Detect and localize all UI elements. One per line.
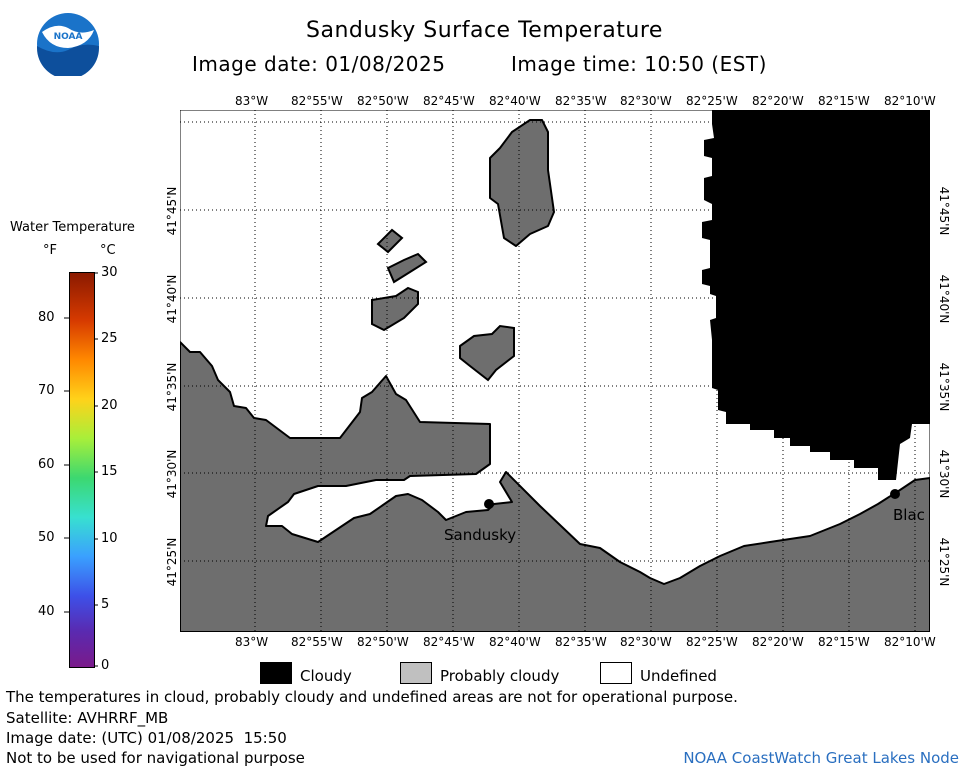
island-north — [489, 119, 555, 247]
lon-label-bottom: 82°30'W — [620, 635, 672, 649]
legend-swatch-undefined — [600, 662, 632, 684]
lon-label-top: 82°40'W — [489, 94, 541, 108]
lat-label-left: 41°35'N — [165, 362, 179, 412]
lon-label-top: 82°35'W — [555, 94, 607, 108]
lon-label-top: 83°W — [235, 94, 269, 108]
cloud-mask — [702, 110, 930, 480]
land-mainland — [180, 341, 930, 632]
footer-credit-link[interactable]: NOAA CoastWatch Great Lakes Node — [683, 749, 959, 767]
colorbar-ticks — [64, 272, 98, 667]
lat-label-left: 41°40'N — [165, 274, 179, 324]
legend-label-probably-cloudy: Probably cloudy — [440, 667, 560, 685]
island-small-2 — [386, 252, 428, 284]
colorbar-unit-f: °F — [43, 243, 57, 258]
footer-nav-warning: Not to be used for navigational purpose — [6, 749, 305, 767]
colorbar-f-tick: 40 — [38, 604, 55, 619]
lat-label-left: 41°25'N — [165, 537, 179, 587]
colorbar-c-tick: 5 — [101, 597, 110, 612]
lon-label-bottom: 82°25'W — [686, 635, 738, 649]
legend-label-cloudy: Cloudy — [300, 667, 352, 685]
city-label-black: Blac — [893, 506, 925, 524]
colorbar-f-tick: 80 — [38, 310, 55, 325]
lat-label-right: 41°35'N — [937, 362, 951, 412]
lon-label-top: 82°45'W — [423, 94, 475, 108]
lon-label-top: 82°50'W — [357, 94, 409, 108]
island-small-3 — [371, 286, 419, 332]
legend-label-undefined: Undefined — [640, 667, 717, 685]
colorbar-c-tick: 25 — [101, 331, 118, 346]
colorbar-c-tick: 10 — [101, 531, 118, 546]
city-marker-sandusky — [484, 499, 494, 509]
lon-label-top: 82°30'W — [620, 94, 672, 108]
lon-label-top: 82°10'W — [884, 94, 936, 108]
lon-label-bottom: 82°40'W — [489, 635, 541, 649]
colorbar-c-tick: 15 — [101, 464, 118, 479]
logo-text: NOAA — [54, 32, 83, 42]
lon-label-bottom: 82°35'W — [555, 635, 607, 649]
colorbar-c-tick: 20 — [101, 398, 118, 413]
colorbar-title: Water Temperature — [10, 220, 135, 235]
lat-label-right: 41°25'N — [937, 537, 951, 587]
image-time: Image time: 10:50 (EST) — [511, 52, 767, 76]
colorbar — [69, 272, 95, 668]
colorbar-unit-c: °C — [100, 243, 116, 258]
graticule — [180, 110, 930, 632]
lon-label-bottom: 82°20'W — [752, 635, 804, 649]
island-small-4 — [459, 324, 515, 382]
lon-label-bottom: 82°55'W — [291, 635, 343, 649]
lat-label-right: 41°30'N — [937, 449, 951, 499]
city-label-sandusky: Sandusky — [444, 526, 516, 544]
lat-label-left: 41°30'N — [165, 449, 179, 499]
lat-label-left: 41°45'N — [165, 186, 179, 236]
lon-label-top: 82°20'W — [752, 94, 804, 108]
image-date: Image date: 01/08/2025 — [192, 52, 446, 76]
lat-label-right: 41°40'N — [937, 274, 951, 324]
lon-label-bottom: 82°50'W — [357, 635, 409, 649]
lon-label-top: 82°55'W — [291, 94, 343, 108]
lon-label-bottom: 82°45'W — [423, 635, 475, 649]
colorbar-f-tick: 70 — [38, 383, 55, 398]
lon-label-bottom: 82°15'W — [818, 635, 870, 649]
noaa-logo-icon: NOAA — [36, 12, 100, 79]
colorbar-c-tick: 30 — [101, 265, 118, 280]
colorbar-c-tick: 0 — [101, 658, 110, 673]
map: Sandusky Blac — [180, 110, 930, 632]
legend-swatch-cloudy — [260, 662, 292, 684]
lon-label-bottom: 83°W — [235, 635, 269, 649]
lon-label-top: 82°25'W — [686, 94, 738, 108]
page-title: Sandusky Surface Temperature — [306, 18, 663, 43]
legend-swatch-probably-cloudy — [400, 662, 432, 684]
lon-label-bottom: 82°10'W — [884, 635, 936, 649]
colorbar-f-tick: 50 — [38, 530, 55, 545]
lon-label-top: 82°15'W — [818, 94, 870, 108]
footer-satellite: Satellite: AVHRRF_MB — [6, 709, 169, 727]
footer-disclaimer: The temperatures in cloud, probably clou… — [6, 688, 738, 706]
lat-label-right: 41°45'N — [937, 186, 951, 236]
footer-utc-date: Image date: (UTC) 01/08/2025 15:50 — [6, 729, 287, 747]
city-marker-black — [890, 489, 900, 499]
colorbar-f-tick: 60 — [38, 457, 55, 472]
